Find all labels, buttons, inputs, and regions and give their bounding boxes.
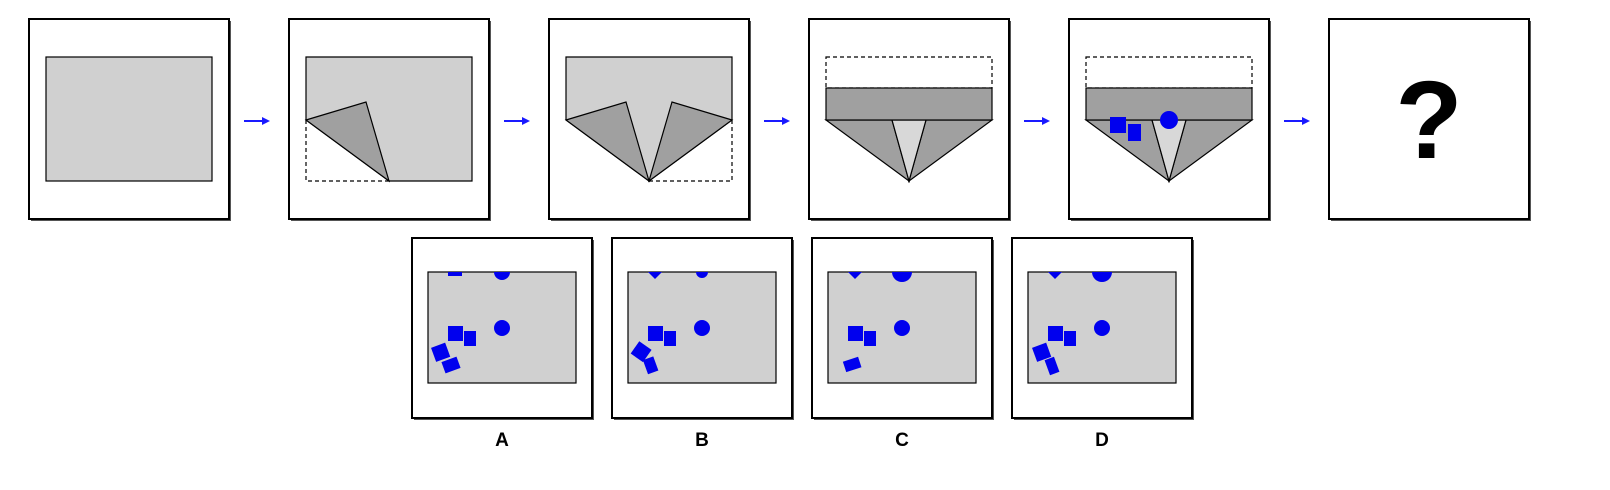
option-label: D bbox=[1095, 430, 1109, 451]
step-6-panel: ? bbox=[1328, 18, 1531, 221]
punch-circle bbox=[892, 272, 912, 282]
option-label: B bbox=[695, 430, 709, 451]
punch-circle bbox=[494, 320, 510, 336]
punch-square bbox=[630, 341, 652, 363]
option-a[interactable]: A bbox=[411, 237, 594, 451]
punch-square bbox=[848, 326, 863, 341]
option-d[interactable]: D bbox=[1011, 237, 1194, 451]
punch-square bbox=[642, 356, 659, 375]
folded-top-strip bbox=[825, 87, 993, 121]
folded-flap-left bbox=[564, 101, 651, 183]
punch-square bbox=[448, 326, 463, 341]
punch-square bbox=[448, 272, 462, 276]
step-2-panel bbox=[288, 18, 491, 221]
paper-sheet bbox=[45, 56, 213, 182]
punch-square bbox=[1128, 124, 1141, 141]
option-b[interactable]: B bbox=[611, 237, 794, 451]
punch-circle bbox=[1094, 320, 1110, 336]
punch-square bbox=[1064, 331, 1076, 346]
punch-circle bbox=[694, 320, 710, 336]
punch-circle bbox=[494, 272, 510, 280]
punch-square bbox=[1044, 356, 1060, 376]
punch-square bbox=[431, 342, 451, 362]
punch-square bbox=[464, 331, 476, 346]
folded-flap-right bbox=[647, 101, 734, 183]
punch-square bbox=[441, 356, 461, 374]
option-c[interactable]: C bbox=[811, 237, 994, 451]
punch-square bbox=[648, 326, 663, 341]
punch-square bbox=[864, 331, 876, 346]
step-3-panel bbox=[548, 18, 751, 221]
punch-square bbox=[848, 272, 862, 279]
punch-square bbox=[1110, 117, 1126, 133]
punch-circle bbox=[696, 272, 708, 278]
punch-circle bbox=[1092, 272, 1112, 282]
punch-square bbox=[842, 356, 862, 373]
option-label: C bbox=[895, 430, 909, 451]
question-mark: ? bbox=[1395, 59, 1462, 182]
punch-square bbox=[648, 272, 662, 279]
step-5-panel bbox=[1068, 18, 1271, 221]
punch-square bbox=[664, 331, 676, 346]
punch-circle bbox=[1160, 111, 1178, 129]
option-label: A bbox=[495, 430, 509, 451]
folded-flap-left bbox=[304, 101, 391, 183]
step-4-panel bbox=[808, 18, 1011, 221]
step-1-panel bbox=[28, 18, 231, 221]
punch-circle bbox=[894, 320, 910, 336]
punch-square bbox=[1048, 272, 1062, 279]
punch-square bbox=[1032, 342, 1052, 362]
punch-square bbox=[1048, 326, 1063, 341]
